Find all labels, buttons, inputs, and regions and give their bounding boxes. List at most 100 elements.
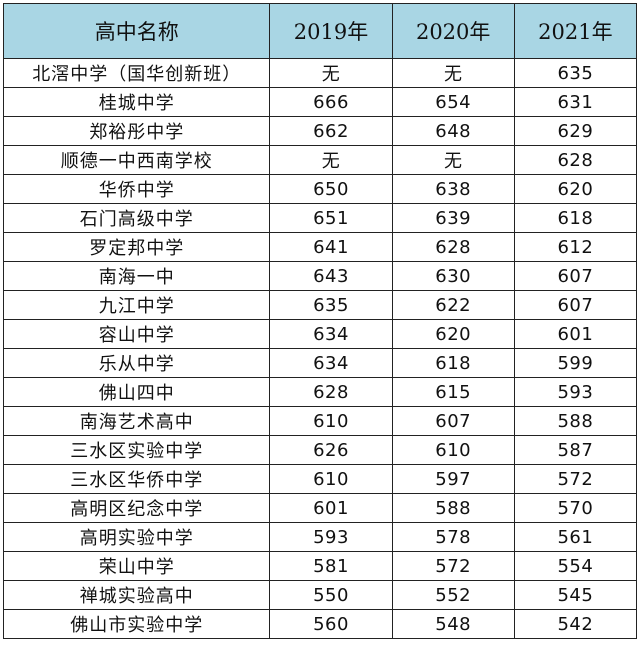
score-2019-cell: 635 (269, 290, 393, 320)
score-2019-cell: 641 (269, 232, 393, 262)
header-year-2020: 2020年 (391, 3, 515, 59)
table-row: 禅城实验高中 550 552 545 (2, 580, 638, 610)
score-2019-cell: 560 (269, 609, 393, 639)
table-row: 石门高级中学 651 639 618 (2, 203, 638, 233)
school-name-cell: 南海一中 (2, 261, 271, 291)
school-name-cell: 罗定邦中学 (2, 232, 271, 262)
table-row: 北滘中学（国华创新班）无无 635 (2, 58, 638, 88)
score-2021-cell: 618 (513, 203, 638, 233)
score-2021-cell: 570 (513, 493, 638, 523)
score-2021-cell: 601 (513, 319, 638, 349)
score-2019-cell: 无 (269, 58, 393, 88)
score-2021-cell: 561 (513, 522, 638, 552)
school-name-cell: 佛山四中 (2, 377, 271, 407)
school-name-cell: 北滘中学（国华创新班） (2, 58, 271, 88)
score-2020-cell: 618 (391, 348, 515, 378)
table-row: 乐从中学 634 618 599 (2, 348, 638, 378)
table-row: 郑裕彤中学 662 648 629 (2, 116, 638, 146)
score-2020-cell: 610 (391, 435, 515, 465)
score-2019-cell: 650 (269, 174, 393, 204)
score-2019-cell: 666 (269, 87, 393, 117)
school-name-cell: 南海艺术高中 (2, 406, 271, 436)
score-2019-cell: 634 (269, 319, 393, 349)
school-name-cell: 三水区实验中学 (2, 435, 271, 465)
table-row: 南海一中 643 630 607 (2, 261, 638, 291)
score-2019-cell: 643 (269, 261, 393, 291)
score-2020-cell: 648 (391, 116, 515, 146)
table-row: 南海艺术高中 610 607 588 (2, 406, 638, 436)
table-row: 三水区实验中学 626 610 587 (2, 435, 638, 465)
table-row: 顺德一中西南学校无无 628 (2, 145, 638, 175)
score-2020-cell: 597 (391, 464, 515, 494)
header-year-2021: 2021年 (513, 3, 638, 59)
score-2021-cell: 554 (513, 551, 638, 581)
score-2021-cell: 629 (513, 116, 638, 146)
score-2019-cell: 593 (269, 522, 393, 552)
score-2021-cell: 607 (513, 261, 638, 291)
score-2021-cell: 620 (513, 174, 638, 204)
school-name-cell: 高明实验中学 (2, 522, 271, 552)
score-2019-cell: 581 (269, 551, 393, 581)
score-2019-cell: 550 (269, 580, 393, 610)
table-header: 高中名称 2019年 2020年 2021年 (2, 3, 638, 59)
score-2019-cell: 651 (269, 203, 393, 233)
score-2019-cell: 601 (269, 493, 393, 523)
score-2020-cell: 628 (391, 232, 515, 262)
score-2021-cell: 588 (513, 406, 638, 436)
score-2020-cell: 638 (391, 174, 515, 204)
table-row: 三水区华侨中学 610 597 572 (2, 464, 638, 494)
score-2021-cell: 545 (513, 580, 638, 610)
school-name-cell: 禅城实验高中 (2, 580, 271, 610)
score-2020-cell: 578 (391, 522, 515, 552)
score-2021-cell: 572 (513, 464, 638, 494)
table-row: 高明区纪念中学 601 588 570 (2, 493, 638, 523)
school-name-cell: 高明区纪念中学 (2, 493, 271, 523)
score-2019-cell: 无 (269, 145, 393, 175)
table-row: 高明实验中学 593 578 561 (2, 522, 638, 552)
score-2020-cell: 630 (391, 261, 515, 291)
score-2020-cell: 622 (391, 290, 515, 320)
score-2019-cell: 662 (269, 116, 393, 146)
score-2020-cell: 588 (391, 493, 515, 523)
score-2021-cell: 607 (513, 290, 638, 320)
table-row: 桂城中学 666 654 631 (2, 87, 638, 117)
table-row: 九江中学 635 622 607 (2, 290, 638, 320)
score-2020-cell: 607 (391, 406, 515, 436)
score-2019-cell: 610 (269, 406, 393, 436)
school-name-cell: 佛山市实验中学 (2, 609, 271, 639)
score-2019-cell: 634 (269, 348, 393, 378)
score-2019-cell: 628 (269, 377, 393, 407)
score-2020-cell: 572 (391, 551, 515, 581)
table-body: 北滘中学（国华创新班）无无 635 桂城中学 666 654 631 郑裕彤中学 662 648… (2, 58, 638, 639)
table-row: 佛山市实验中学 560 548 542 (2, 609, 638, 639)
score-2021-cell: 542 (513, 609, 638, 639)
score-2020-cell: 无 (391, 58, 515, 88)
school-name-cell: 荣山中学 (2, 551, 271, 581)
score-2021-cell: 612 (513, 232, 638, 262)
admission-score-table: 高中名称 2019年 2020年 2021年 北滘中学（国华创新班）无无 635 桂… (2, 3, 638, 639)
school-name-cell: 华侨中学 (2, 174, 271, 204)
score-2021-cell: 631 (513, 87, 638, 117)
table-row: 华侨中学 650 638 620 (2, 174, 638, 204)
score-2020-cell: 615 (391, 377, 515, 407)
school-name-cell: 三水区华侨中学 (2, 464, 271, 494)
table-row: 容山中学 634 620 601 (2, 319, 638, 349)
header-year-2019: 2019年 (269, 3, 393, 59)
score-2020-cell: 654 (391, 87, 515, 117)
score-2021-cell: 587 (513, 435, 638, 465)
score-2019-cell: 626 (269, 435, 393, 465)
score-2021-cell: 628 (513, 145, 638, 175)
score-2020-cell: 548 (391, 609, 515, 639)
table-row: 罗定邦中学 641 628 612 (2, 232, 638, 262)
school-name-cell: 乐从中学 (2, 348, 271, 378)
school-name-cell: 桂城中学 (2, 87, 271, 117)
table-row: 佛山四中 628 615 593 (2, 377, 638, 407)
score-2019-cell: 610 (269, 464, 393, 494)
score-2021-cell: 593 (513, 377, 638, 407)
school-name-cell: 郑裕彤中学 (2, 116, 271, 146)
score-2021-cell: 635 (513, 58, 638, 88)
score-2020-cell: 552 (391, 580, 515, 610)
score-2020-cell: 无 (391, 145, 515, 175)
header-row: 高中名称 2019年 2020年 2021年 (2, 3, 638, 59)
score-2020-cell: 639 (391, 203, 515, 233)
